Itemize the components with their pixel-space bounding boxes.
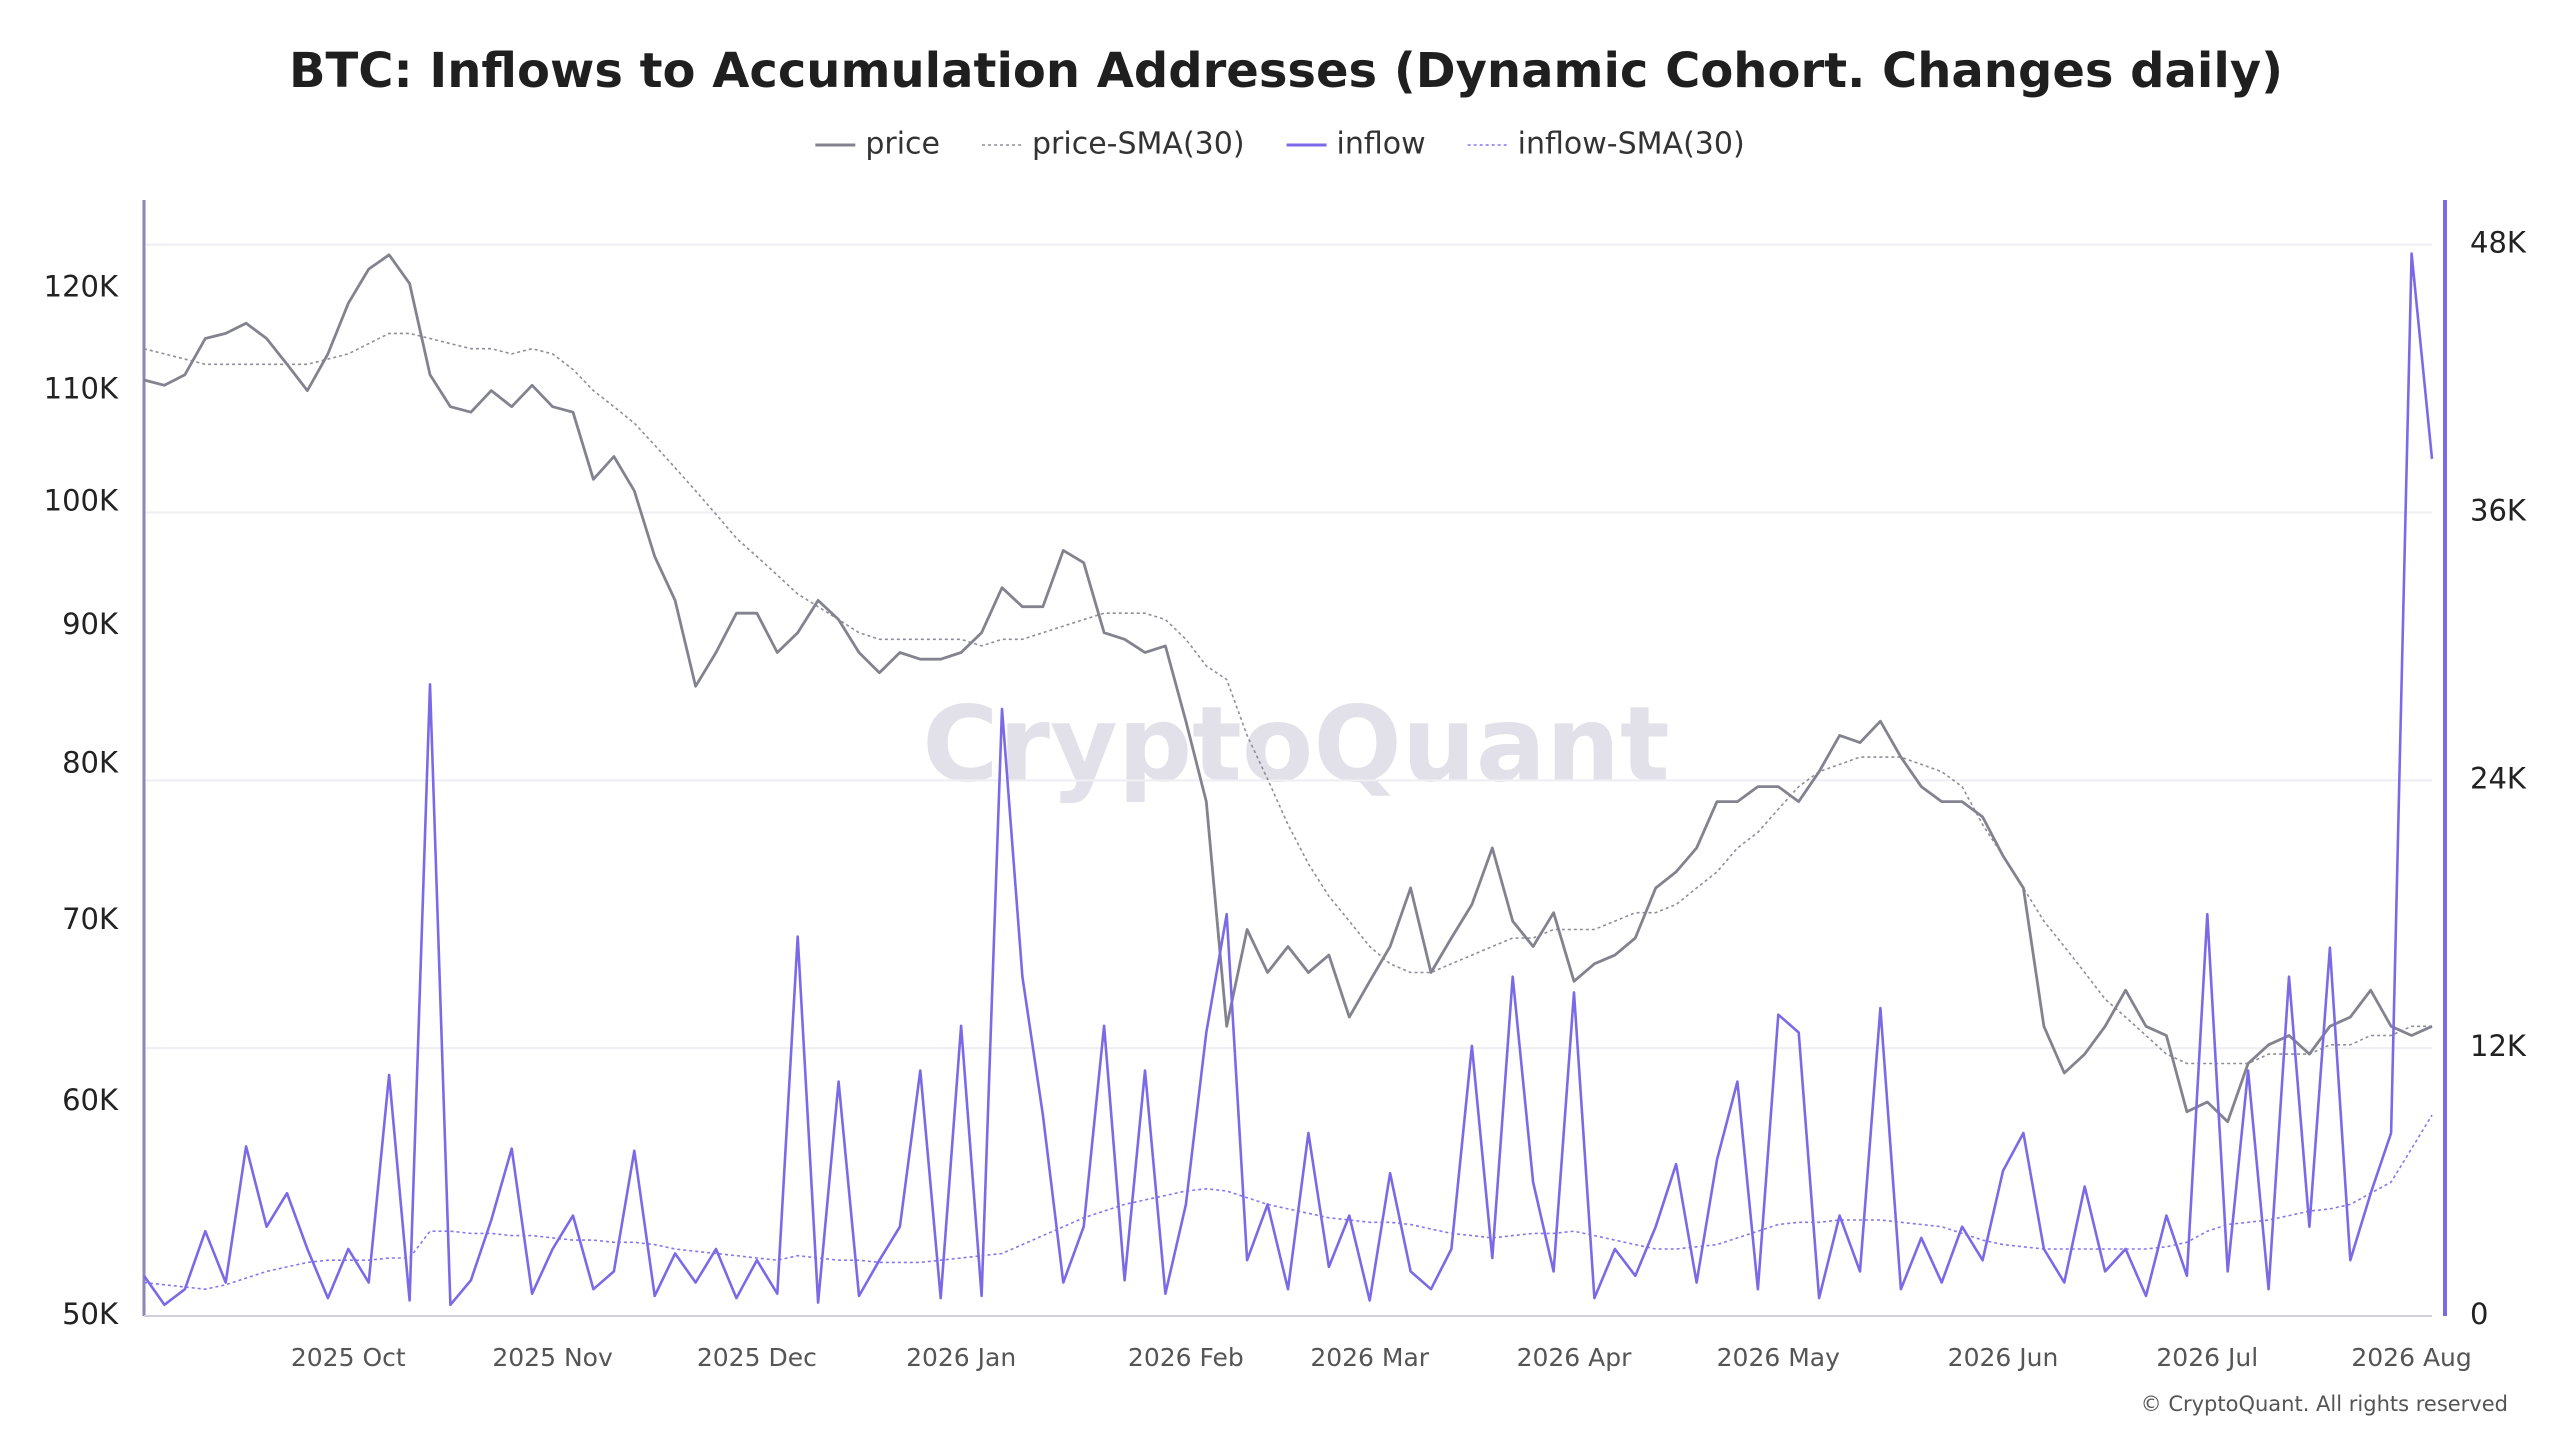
x-tick-label: 2026 Jun bbox=[1948, 1343, 2059, 1372]
x-tick-label: 2026 Mar bbox=[1310, 1343, 1429, 1372]
y-tick-label: 50K bbox=[62, 1297, 119, 1331]
x-tick-label: 2025 Dec bbox=[697, 1343, 817, 1372]
x-tick-label: 2025 Nov bbox=[492, 1343, 613, 1372]
y-tick-label: 110K bbox=[44, 372, 119, 406]
y2-tick-label: 48K bbox=[2470, 226, 2527, 260]
y-tick-label: 60K bbox=[62, 1083, 119, 1117]
chart-title: BTC: Inflows to Accumulation Addresses (… bbox=[289, 43, 2283, 99]
x-tick-label: 2026 Feb bbox=[1128, 1343, 1244, 1372]
x-tick-label: 2026 Apr bbox=[1517, 1343, 1633, 1372]
watermark: CryptoQuant bbox=[922, 683, 1669, 805]
legend-label: inflow-SMA(30) bbox=[1518, 127, 1745, 162]
y-tick-label: 120K bbox=[44, 270, 119, 304]
y2-tick-label: 0 bbox=[2470, 1297, 2488, 1331]
series-line bbox=[143, 253, 2433, 1124]
y2-tick-label: 12K bbox=[2470, 1029, 2527, 1063]
legend: price price-SMA(30) inflow inflow-SMA(30) bbox=[815, 127, 1745, 162]
legend-label: inflow bbox=[1337, 127, 1426, 162]
x-tick-label: 2026 Jan bbox=[906, 1343, 1016, 1372]
series-line bbox=[143, 332, 2432, 1065]
y2-tick-label: 24K bbox=[2470, 761, 2527, 795]
legend-label: price bbox=[865, 127, 940, 162]
y-tick-label: 100K bbox=[44, 483, 119, 517]
y-tick-label: 90K bbox=[62, 607, 119, 641]
y-tick-label: 70K bbox=[62, 902, 119, 936]
x-tick-label: 2025 Oct bbox=[291, 1343, 406, 1372]
y2-tick-label: 36K bbox=[2470, 493, 2527, 527]
x-tick-label: 2026 Jul bbox=[2156, 1343, 2258, 1372]
series-line bbox=[143, 1114, 2433, 1290]
series-line bbox=[142, 252, 2434, 1307]
credit: © CryptoQuant. All rights reserved bbox=[2141, 1392, 2508, 1416]
x-tick-label: 2026 Aug bbox=[2351, 1343, 2471, 1372]
x-tick-label: 2026 May bbox=[1717, 1343, 1840, 1372]
legend-label: price-SMA(30) bbox=[1032, 127, 1245, 162]
y-tick-label: 80K bbox=[62, 745, 119, 779]
